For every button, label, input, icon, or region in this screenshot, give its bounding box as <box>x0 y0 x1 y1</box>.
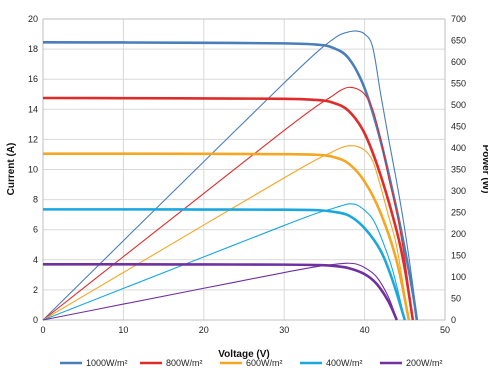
y-left-tick-label: 6 <box>33 225 38 235</box>
y-right-tick-label: 200 <box>451 229 466 239</box>
plot-area-border <box>42 18 446 321</box>
legend-label: 400W/m² <box>326 358 363 368</box>
legend-label: 1000W/m² <box>86 358 128 368</box>
power-curve-4 <box>42 262 398 321</box>
legend: 1000W/m² 800W/m² 600W/m² 400W/m² 200W/m² <box>60 358 443 368</box>
x-tick-label: 50 <box>440 325 450 335</box>
y-right-tick-label: 150 <box>451 251 466 261</box>
iv-curve-4 <box>42 263 398 321</box>
y-right-tick-label: 700 <box>451 14 466 24</box>
power-curve-2 <box>42 145 410 321</box>
iv-curve-2 <box>42 152 411 321</box>
x-tick-label: 20 <box>199 325 209 335</box>
y-right-tick-label: 600 <box>451 57 466 67</box>
y-right-tick-label: 250 <box>451 208 466 218</box>
y-left-tick-label: 16 <box>28 74 38 84</box>
x-tick-label: 30 <box>279 325 289 335</box>
y-right-tick-label: 650 <box>451 36 466 46</box>
y-left-tick-label: 10 <box>28 165 38 175</box>
x-tick-label: 10 <box>118 325 128 335</box>
iv-curve-3 <box>42 208 407 321</box>
y-right-tick-label: 50 <box>451 294 461 304</box>
y-right-tick-label: 400 <box>451 143 466 153</box>
power-curve-1 <box>42 86 414 321</box>
iv-curve-1 <box>42 96 415 321</box>
y-left-tick-label: 14 <box>28 104 38 114</box>
y-right-tick-label: 0 <box>451 315 456 325</box>
y-right-tick-label: 500 <box>451 100 466 110</box>
y-right-axis-title: Power (W) <box>480 145 488 194</box>
y-left-tick-label: 20 <box>28 14 38 24</box>
x-axis-title: Voltage (V) <box>218 349 269 360</box>
x-tick-label: 40 <box>360 325 370 335</box>
power-curve-3 <box>42 203 406 321</box>
legend-label: 600W/m² <box>246 358 283 368</box>
y-left-tick-label: 4 <box>33 255 38 265</box>
y-left-tick-label: 8 <box>33 195 38 205</box>
legend-label: 800W/m² <box>166 358 203 368</box>
plot-frame <box>42 18 446 321</box>
x-tick-label: 0 <box>40 325 45 335</box>
y-right-tick-label: 550 <box>451 79 466 89</box>
y-left-tick-label: 12 <box>28 134 38 144</box>
y-left-tick-label: 0 <box>33 315 38 325</box>
y-right-tick-label: 450 <box>451 122 466 132</box>
y-left-axis-title: Current (A) <box>6 143 17 196</box>
iv-curve-0 <box>42 41 419 321</box>
y-right-tick-label: 350 <box>451 165 466 175</box>
y-right-tick-label: 100 <box>451 272 466 282</box>
y-left-tick-label: 2 <box>33 285 38 295</box>
y-left-tick-label: 18 <box>28 44 38 54</box>
legend-label: 200W/m² <box>406 358 443 368</box>
curves <box>42 30 419 321</box>
y-right-tick-label: 300 <box>451 186 466 196</box>
